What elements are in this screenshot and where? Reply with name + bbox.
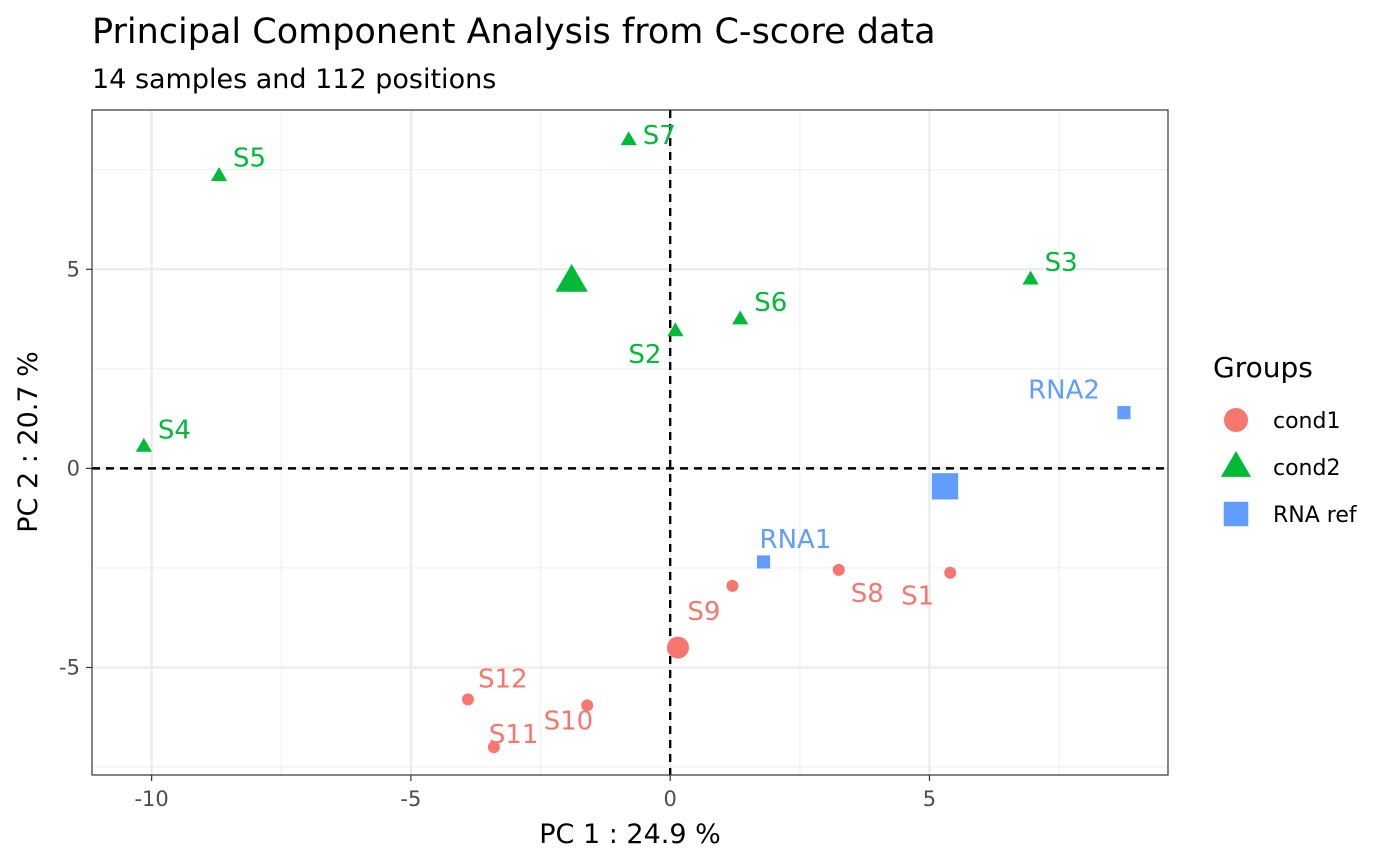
- group-centroid: [555, 264, 588, 292]
- data-point: [756, 555, 771, 569]
- legend-label: cond2: [1273, 456, 1340, 481]
- data-point: [1117, 406, 1131, 420]
- point-label: S4: [158, 415, 191, 445]
- point-label: RNA1: [760, 525, 832, 555]
- group-centroid: [931, 473, 959, 500]
- data-points: [135, 131, 1131, 754]
- x-axis-title: PC 1 : 24.9 %: [539, 819, 721, 850]
- x-tick-label: -5: [400, 787, 421, 811]
- point-label: RNA2: [1028, 376, 1100, 406]
- data-point: [581, 699, 594, 712]
- data-point: [944, 566, 957, 579]
- point-label: S2: [628, 340, 661, 370]
- x-tick-label: -10: [134, 787, 168, 811]
- data-point: [667, 322, 684, 337]
- point-label: S7: [643, 121, 676, 151]
- plot-panel-border: [91, 109, 1169, 776]
- data-point: [620, 131, 637, 146]
- y-axis-title: PC 2 : 20.7 %: [13, 351, 44, 533]
- y-tick-label: 0: [67, 456, 80, 480]
- data-point: [732, 310, 749, 325]
- point-label: S8: [851, 579, 884, 609]
- chart-title: Principal Component Analysis from C-scor…: [92, 12, 936, 52]
- data-point: [832, 563, 845, 576]
- chart-subtitle: 14 samples and 112 positions: [92, 64, 496, 95]
- y-tick-label: 5: [67, 257, 80, 281]
- x-tick-label: 5: [923, 787, 936, 811]
- point-label: S12: [478, 664, 528, 694]
- reference-lines: [92, 110, 1168, 775]
- point-label: S5: [233, 144, 266, 174]
- data-point: [487, 741, 500, 754]
- data-point: [135, 437, 152, 452]
- group-centroid: [666, 636, 689, 659]
- data-point: [726, 579, 739, 592]
- data-point: [461, 693, 474, 706]
- legend-title: Groups: [1213, 351, 1313, 384]
- data-point: [1022, 270, 1039, 285]
- legend-label: cond1: [1273, 409, 1340, 434]
- x-tick-label: 0: [664, 787, 677, 811]
- point-label: S1: [901, 582, 934, 612]
- legend-label: RNA ref: [1273, 503, 1358, 528]
- point-label: S11: [489, 720, 539, 750]
- legend-key: [1224, 408, 1248, 432]
- legend-key: [1220, 450, 1252, 477]
- legend: Groups cond1 cond2 RNA ref: [1213, 351, 1358, 528]
- data-point: [210, 167, 228, 181]
- grid: [92, 110, 1168, 775]
- point-label: S10: [544, 706, 594, 736]
- point-label: S9: [687, 597, 720, 627]
- point-label: S3: [1045, 248, 1078, 278]
- axis-ticks: -10 -5 0 5 -5 0 5: [59, 257, 936, 811]
- point-label: S6: [754, 288, 787, 318]
- y-tick-label: -5: [59, 655, 80, 679]
- legend-key: [1223, 501, 1249, 527]
